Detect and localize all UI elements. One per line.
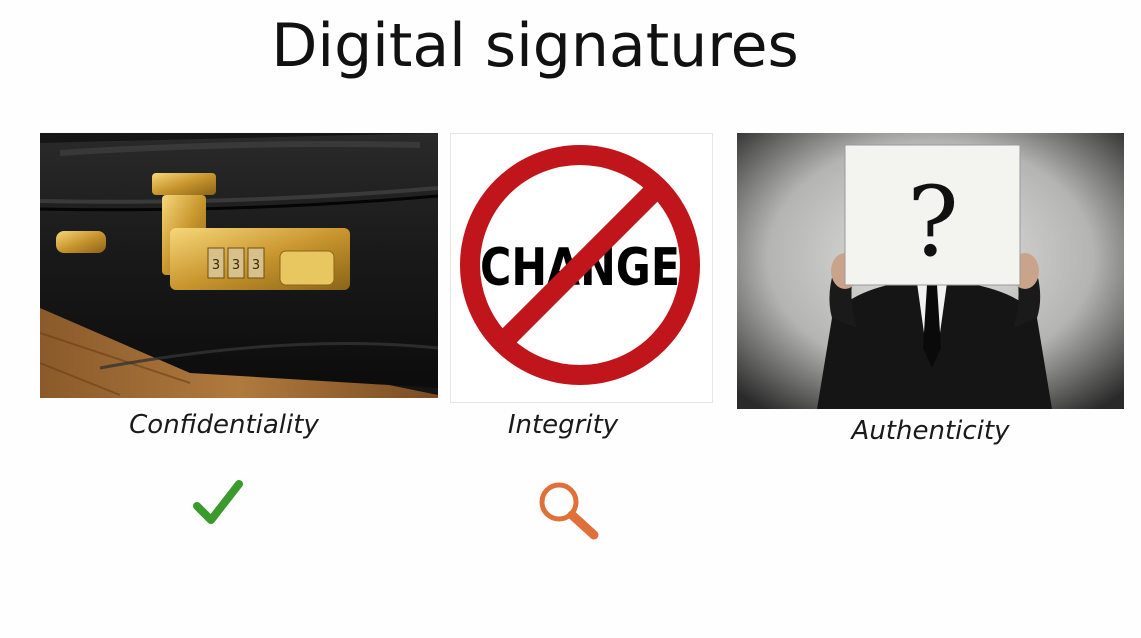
magnifier-icon: [537, 480, 601, 547]
svg-text:3: 3: [212, 258, 220, 273]
caption-authenticity: Authenticity: [851, 416, 1010, 446]
svg-text:3: 3: [232, 258, 240, 273]
caption-integrity: Integrity: [507, 410, 619, 440]
question-mark-text: ?: [907, 166, 958, 278]
checkmark-icon: [193, 478, 243, 531]
slide-title: Digital signatures: [271, 11, 799, 81]
faceless-man-image: ?: [737, 133, 1124, 409]
no-change-sign-image: CHANGE: [450, 133, 713, 403]
svg-text:3: 3: [252, 258, 260, 273]
briefcase-image: 3 3 3: [40, 133, 438, 398]
caption-confidentiality: Confidentiality: [129, 410, 319, 440]
